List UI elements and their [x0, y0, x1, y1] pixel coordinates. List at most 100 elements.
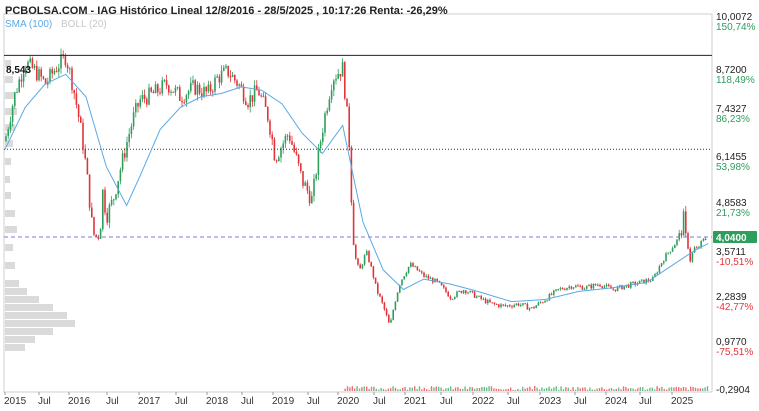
- candle-body: [590, 284, 592, 289]
- candle-body: [570, 286, 573, 289]
- candle-body: [487, 299, 489, 304]
- y-tick-percent-label: 86,23%: [716, 114, 750, 125]
- candle-body: [445, 287, 447, 292]
- volume-bar: [466, 389, 469, 391]
- candle-body: [352, 202, 355, 246]
- x-tick-label: Jul: [241, 396, 254, 407]
- candle-body: [396, 292, 399, 302]
- volume-bar: [639, 387, 641, 391]
- y-tick-price-label: 3,5711: [716, 247, 746, 258]
- candle-body: [652, 277, 654, 281]
- volume-bar: [692, 386, 694, 391]
- volume-bar: [346, 386, 349, 391]
- y-tick-price-label: 4,8583: [716, 198, 747, 209]
- volume-bar: [394, 387, 397, 391]
- volume-bar: [579, 388, 581, 391]
- candle-body: [506, 305, 509, 307]
- candle-body: [260, 95, 262, 97]
- candle-body: [471, 290, 474, 292]
- candle-body: [88, 174, 91, 208]
- volume-bar: [507, 388, 509, 391]
- x-tick-label: Jul: [38, 396, 51, 407]
- candle-body: [539, 302, 542, 304]
- candle-body: [592, 283, 595, 289]
- candle-body: [308, 190, 311, 204]
- candle-body: [196, 84, 199, 95]
- volume-bar: [615, 388, 617, 391]
- candle-body: [181, 100, 183, 103]
- volume-bar: [625, 386, 627, 391]
- candle-body: [247, 104, 249, 108]
- candle-body: [291, 141, 293, 145]
- volume-bar: [430, 386, 433, 391]
- volume-bar: [656, 386, 658, 391]
- candle-body: [190, 82, 192, 92]
- candle-body: [93, 217, 95, 235]
- volume-profile-bar: [5, 158, 11, 165]
- volume-bar: [562, 389, 565, 391]
- candle-body: [157, 84, 159, 93]
- volume-bar: [354, 388, 356, 391]
- candle-body: [480, 295, 482, 299]
- candlestick-series: [5, 48, 707, 323]
- candle-body: [262, 95, 265, 97]
- candle-body: [524, 303, 526, 305]
- volume-bar: [490, 386, 493, 391]
- candle-body: [176, 87, 179, 89]
- candle-body: [689, 248, 691, 262]
- candle-body: [667, 252, 669, 254]
- candle-body: [522, 303, 524, 305]
- candle-body: [553, 290, 555, 295]
- candle-body: [132, 112, 135, 127]
- candle-body: [139, 99, 141, 107]
- candle-body: [531, 307, 533, 309]
- candle-body: [20, 79, 23, 82]
- candle-body: [502, 304, 504, 306]
- candle-body: [64, 55, 67, 66]
- volume-bar: [529, 386, 531, 391]
- candle-body: [44, 78, 47, 85]
- volume-bar: [382, 388, 385, 391]
- candle-body: [280, 148, 282, 158]
- candle-body: [416, 266, 419, 271]
- candle-body: [572, 287, 575, 289]
- candle-body: [555, 289, 557, 291]
- volume-bar: [670, 387, 673, 391]
- volume-bar: [421, 389, 423, 391]
- candle-body: [295, 151, 298, 155]
- volume-bar: [495, 388, 497, 391]
- candle-body: [656, 272, 658, 275]
- candle-body: [658, 266, 661, 273]
- candle-body: [460, 290, 463, 294]
- candle-body: [654, 274, 656, 278]
- candle-body: [36, 66, 38, 81]
- volume-bar: [373, 386, 375, 391]
- candle-body: [71, 68, 73, 91]
- candle-body: [14, 92, 16, 107]
- volume-bar: [404, 386, 406, 391]
- volume-bar: [558, 389, 560, 391]
- volume-bar: [524, 388, 526, 391]
- candle-body: [313, 178, 315, 196]
- candle-body: [209, 84, 212, 92]
- candle-body: [18, 79, 20, 92]
- volume-bar: [598, 388, 601, 391]
- volume-bar: [452, 389, 454, 391]
- candle-body: [579, 285, 581, 287]
- candle-body: [526, 303, 529, 310]
- volume-bar: [584, 387, 586, 391]
- candle-body: [671, 248, 674, 252]
- volume-bar: [486, 387, 488, 391]
- candle-body: [513, 305, 515, 308]
- volume-bar: [589, 387, 591, 391]
- candle-body: [348, 106, 350, 148]
- candle-body: [278, 157, 280, 162]
- candle-body: [284, 135, 287, 144]
- volume-bar: [375, 388, 377, 391]
- chart-title: PCBOLSA.COM - IAG Histórico Lineal 12/8/…: [5, 5, 448, 17]
- candle-body: [154, 84, 157, 94]
- candle-body: [476, 296, 478, 298]
- volume-bar: [601, 387, 603, 391]
- sma-line: [4, 73, 709, 303]
- candle-body: [456, 291, 458, 297]
